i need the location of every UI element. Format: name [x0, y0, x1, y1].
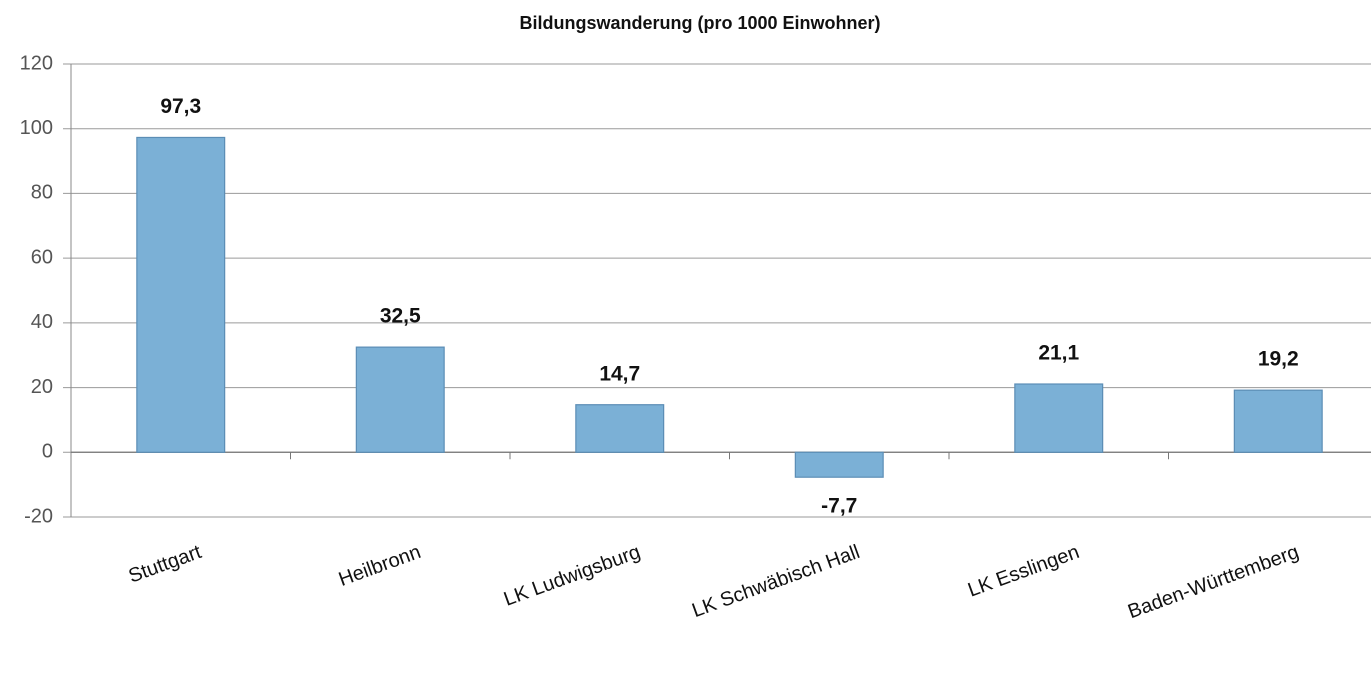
x-tick-label: Heilbronn: [336, 541, 424, 591]
value-label: 97,3: [160, 95, 201, 118]
y-tick-label: -20: [24, 505, 53, 527]
y-tick-label: 120: [20, 52, 53, 74]
bar: [1014, 383, 1104, 453]
y-tick-label: 80: [31, 182, 53, 204]
value-label: 19,2: [1258, 348, 1299, 371]
x-tick-label: Stuttgart: [126, 541, 205, 588]
bar: [136, 136, 226, 453]
y-tick-label: 60: [31, 246, 53, 268]
y-tick-label: 40: [31, 311, 53, 333]
value-label: 32,5: [380, 305, 421, 328]
bar: [1233, 389, 1323, 453]
x-tick-label: LK Esslingen: [965, 541, 1082, 602]
value-label: -7,7: [821, 495, 857, 518]
y-tick-label: 100: [20, 117, 53, 139]
value-label: 14,7: [599, 362, 640, 385]
x-tick-label: LK Schwäbisch Hall: [689, 541, 863, 622]
bar: [355, 346, 445, 453]
bar: [794, 451, 884, 478]
bar: [575, 404, 665, 453]
chart-title: Bildungswanderung (pro 1000 Einwohner): [519, 13, 880, 33]
x-tick-label: LK Ludwigsburg: [501, 541, 643, 611]
y-tick-label: 20: [31, 376, 53, 398]
x-tick-label: Baden-Württemberg: [1125, 541, 1302, 623]
y-tick-label: 0: [42, 441, 53, 463]
value-label: 21,1: [1038, 342, 1079, 365]
